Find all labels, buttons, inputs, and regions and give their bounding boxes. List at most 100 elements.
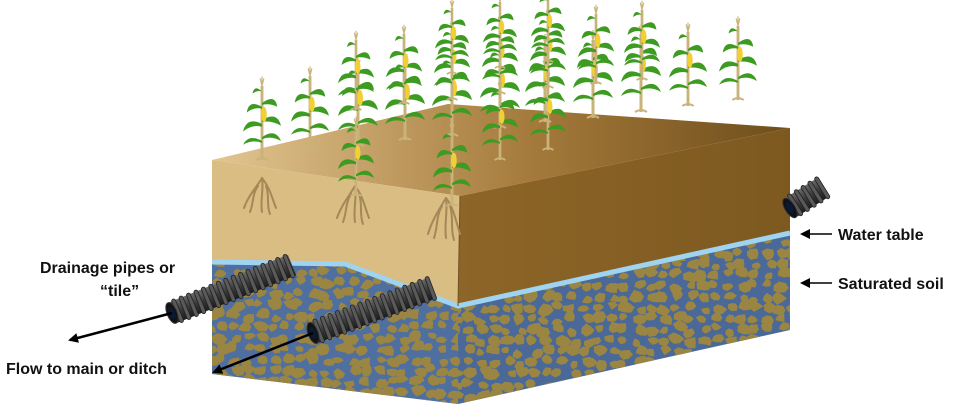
gravel-stone — [202, 268, 211, 276]
gravel-stone — [432, 388, 447, 400]
gravel-stone — [710, 322, 722, 331]
gravel-stone — [280, 390, 295, 401]
gravel-stone — [762, 337, 772, 346]
gravel-stone — [784, 399, 790, 404]
gravel-stone — [553, 322, 564, 333]
corn-plant-icon — [338, 30, 374, 111]
gravel-stone — [212, 388, 214, 399]
gravel-stone — [308, 268, 319, 277]
gravel-stone — [256, 400, 270, 404]
gravel-stone — [628, 289, 645, 303]
gravel-stone — [512, 349, 523, 359]
gravel-stone — [728, 361, 738, 370]
gravel-stone — [785, 267, 790, 278]
gravel-stone — [256, 331, 270, 342]
gravel-stone — [606, 313, 618, 322]
gravel-stone — [725, 328, 734, 338]
gravel-stone — [537, 303, 554, 318]
gravel-stone — [582, 282, 592, 292]
saturated-soil-label: Saturated soil — [838, 276, 944, 293]
gravel-stone — [498, 314, 511, 325]
gravel-stone — [772, 291, 787, 305]
gravel-stone — [735, 371, 748, 382]
gravel-stone — [687, 393, 696, 400]
gravel-stone — [669, 304, 680, 312]
gravel-stone — [634, 280, 647, 289]
gravel-stone — [215, 378, 227, 389]
gravel-stone — [635, 344, 649, 355]
gravel-stone — [722, 392, 734, 403]
gravel-stone — [226, 340, 237, 353]
gravel-stone — [510, 303, 523, 315]
gravel-stone — [214, 390, 223, 399]
gravel-stone — [722, 250, 734, 262]
gravel-stone — [224, 384, 238, 398]
gravel-stone — [617, 300, 635, 313]
gravel-stone — [285, 312, 295, 321]
gravel-stone — [772, 389, 783, 401]
gravel-stone — [296, 397, 307, 404]
gravel-stone — [564, 310, 575, 322]
gravel-stone — [592, 304, 605, 312]
gravel-stone — [500, 327, 511, 336]
gravel-stone — [681, 315, 694, 324]
gravel-stone — [513, 312, 525, 326]
gravel-stone — [214, 269, 227, 278]
gravel-stone — [633, 314, 648, 325]
drainage-pipe-left-icon — [165, 254, 297, 324]
gravel-stone — [447, 390, 458, 400]
gravel-stone — [775, 314, 785, 322]
gravel-stone — [283, 291, 295, 301]
gravel-stone — [240, 390, 251, 400]
gravel-stone — [706, 270, 719, 280]
gravel-stone — [762, 292, 774, 304]
gravel-stone — [761, 320, 773, 332]
gravel-stone — [710, 291, 721, 301]
gravel-stone — [747, 315, 758, 324]
gravel-stone — [653, 291, 668, 303]
gravel-stone — [410, 385, 427, 397]
corn-plant-icon — [291, 66, 329, 151]
gravel-stone — [617, 295, 629, 303]
gravel-stone — [522, 304, 537, 314]
gravel-stone — [267, 298, 283, 311]
corn-plant-icon — [578, 4, 614, 85]
gravel-stone — [564, 394, 577, 402]
gravel-stone — [550, 368, 562, 378]
gravel-stone — [551, 301, 563, 310]
gravel-stone — [672, 289, 683, 302]
gravel-stone — [513, 382, 524, 390]
gravel-stone — [659, 326, 668, 334]
gravel-stone — [447, 367, 458, 378]
gravel-stone — [451, 378, 458, 388]
gravel-stone — [660, 314, 673, 325]
gravel-stone — [512, 401, 527, 404]
gravel-stone — [309, 401, 321, 404]
gravel-stone — [721, 400, 733, 404]
gravel-stone — [635, 323, 650, 336]
gravel-stone — [732, 355, 745, 366]
gravel-stone — [577, 399, 589, 404]
gravel-stone — [647, 337, 659, 345]
gravel-stone — [295, 276, 307, 285]
gravel-stone — [315, 343, 330, 356]
gravel-stone — [332, 357, 344, 364]
gravel-stone — [718, 381, 733, 393]
gravel-stone — [567, 327, 577, 338]
gravel-stone — [747, 355, 761, 367]
gravel-stone — [501, 346, 510, 354]
gravel-stone — [349, 357, 361, 367]
gravel-stone — [355, 345, 368, 356]
gravel-stone — [504, 296, 516, 304]
gravel-stone — [707, 279, 718, 289]
gravel-stone — [616, 390, 632, 402]
gravel-stone — [789, 311, 790, 323]
gravel-stone — [574, 380, 591, 391]
gravel-stone — [296, 269, 308, 278]
gravel-stone — [463, 367, 477, 380]
gravel-stone — [686, 258, 699, 270]
gravel-stone — [722, 347, 734, 358]
gravel-stone — [747, 268, 759, 279]
gravel-stone — [283, 353, 296, 364]
gravel-stone — [333, 276, 345, 286]
